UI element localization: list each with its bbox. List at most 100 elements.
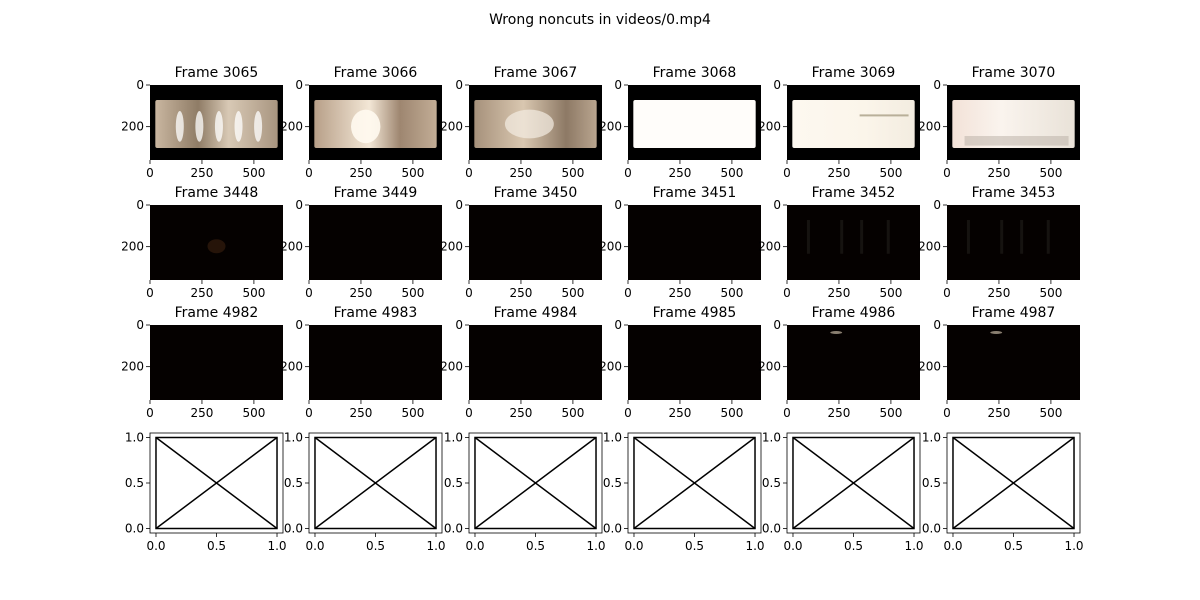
placeholder-diagonal [792, 436, 915, 530]
subplot-title: Frame 4982 [175, 305, 259, 321]
y-tick-label: 200 [599, 360, 622, 374]
y-tick-label: 200 [758, 360, 781, 374]
y-tick-label: 200 [121, 360, 144, 374]
x-tick-label: 0.0 [146, 539, 165, 553]
frame-image [469, 205, 602, 280]
x-tick-label: 0.0 [465, 539, 484, 553]
subplot-title: Frame 4986 [812, 305, 896, 321]
x-tick-label: 250 [669, 406, 692, 420]
x-tick-label: 500 [401, 406, 424, 420]
x-tick-label: 250 [191, 286, 214, 300]
y-tick-label: 1.0 [603, 431, 622, 445]
empty-subplot: 0.0 0.5 1.0 0.0 0.5 1.0 [762, 431, 924, 554]
x-tick-label: 250 [191, 406, 214, 420]
subplot-title: Frame 3068 [653, 65, 737, 81]
x-tick-label: 1.0 [426, 539, 445, 553]
x-tick-label: 250 [988, 166, 1011, 180]
subplot-title: Frame 3449 [334, 185, 418, 201]
y-tick-label: 200 [599, 240, 622, 254]
y-tick-label: 200 [280, 120, 303, 134]
x-tick-label: 0.5 [685, 539, 704, 553]
y-tick-label: 0.0 [284, 522, 303, 536]
placeholder-box [314, 436, 437, 530]
y-tick-label: 0.0 [922, 522, 941, 536]
placeholder-box [474, 436, 597, 530]
frame-image [309, 325, 442, 400]
x-tick-label: 250 [988, 406, 1011, 420]
x-tick-label: 0 [305, 166, 313, 180]
y-tick-label: 0 [136, 198, 144, 212]
subplot-title: Frame 3066 [334, 65, 418, 81]
y-tick-label: 0 [136, 78, 144, 92]
empty-subplot: 0.0 0.5 1.0 0.0 0.5 1.0 [125, 431, 287, 554]
frame-subplot: Frame 3070 0 250 500 0 200 [918, 65, 1080, 180]
subplot-title: Frame 4987 [972, 305, 1056, 321]
y-tick-label: 1.0 [444, 431, 463, 445]
x-tick-label: 0 [943, 166, 951, 180]
x-tick-label: 1.0 [745, 539, 764, 553]
frame-image [469, 85, 602, 160]
frame-subplot: Frame 3065 0 250 500 0 200 [121, 65, 283, 180]
y-tick-label: 0 [295, 318, 303, 332]
x-tick-label: 500 [879, 406, 902, 420]
x-tick-label: 0 [465, 166, 473, 180]
x-tick-label: 0.0 [624, 539, 643, 553]
x-tick-label: 0 [146, 166, 154, 180]
y-tick-label: 200 [280, 240, 303, 254]
x-tick-label: 0 [305, 286, 313, 300]
frame-image [787, 325, 920, 400]
x-tick-label: 0 [783, 406, 791, 420]
placeholder-box [952, 436, 1075, 530]
placeholder-diagonal [952, 436, 1075, 530]
y-tick-label: 0 [136, 318, 144, 332]
y-tick-label: 0 [455, 198, 463, 212]
x-tick-label: 500 [1039, 406, 1062, 420]
frame-image [947, 325, 1080, 400]
x-tick-label: 250 [510, 166, 533, 180]
x-tick-label: 0 [624, 286, 632, 300]
frame-subplot: Frame 4987 0 250 500 0 200 [918, 305, 1080, 420]
placeholder-box [633, 436, 756, 530]
frame-subplot: Frame 3453 0 250 500 0 200 [918, 185, 1080, 300]
frame-image [628, 85, 761, 160]
x-tick-label: 0 [783, 286, 791, 300]
y-tick-label: 0 [773, 318, 781, 332]
x-tick-label: 500 [1039, 286, 1062, 300]
frame-subplot: Frame 4985 0 250 500 0 200 [599, 305, 761, 420]
x-tick-label: 250 [669, 166, 692, 180]
frame-image [787, 85, 920, 160]
y-tick-label: 0 [295, 78, 303, 92]
x-tick-label: 500 [561, 286, 584, 300]
subplot-grid: Frame 3065 0 250 500 0 200 Frame 3066 0 250 500 0 2… [121, 65, 1083, 553]
subplot-title: Frame 3448 [175, 185, 259, 201]
empty-subplot: 0.0 0.5 1.0 0.0 0.5 1.0 [922, 431, 1084, 554]
frame-subplot: Frame 4986 0 250 500 0 200 [758, 305, 920, 420]
y-tick-label: 0.0 [762, 522, 781, 536]
subplot-title: Frame 3450 [494, 185, 578, 201]
y-tick-label: 200 [121, 240, 144, 254]
x-tick-label: 500 [879, 286, 902, 300]
placeholder-diagonal [633, 436, 756, 530]
frame-subplot: Frame 3069 0 250 500 0 200 [758, 65, 920, 180]
subplot-title: Frame 3070 [972, 65, 1056, 81]
subplot-title: Frame 3065 [175, 65, 259, 81]
x-tick-label: 500 [879, 166, 902, 180]
subplot-title: Frame 3452 [812, 185, 896, 201]
x-tick-label: 500 [720, 406, 743, 420]
x-tick-label: 250 [350, 406, 373, 420]
x-tick-label: 0 [943, 286, 951, 300]
frame-image [150, 325, 283, 400]
x-tick-label: 1.0 [586, 539, 605, 553]
frame-image [309, 205, 442, 280]
y-tick-label: 200 [758, 240, 781, 254]
y-tick-label: 200 [918, 360, 941, 374]
x-tick-label: 500 [242, 406, 265, 420]
x-tick-label: 500 [401, 286, 424, 300]
y-tick-label: 1.0 [284, 431, 303, 445]
x-tick-label: 1.0 [267, 539, 286, 553]
y-tick-label: 0 [295, 198, 303, 212]
y-tick-label: 0.5 [603, 476, 622, 490]
x-tick-label: 0 [465, 406, 473, 420]
x-tick-label: 500 [1039, 166, 1062, 180]
subplot-title: Frame 4983 [334, 305, 418, 321]
